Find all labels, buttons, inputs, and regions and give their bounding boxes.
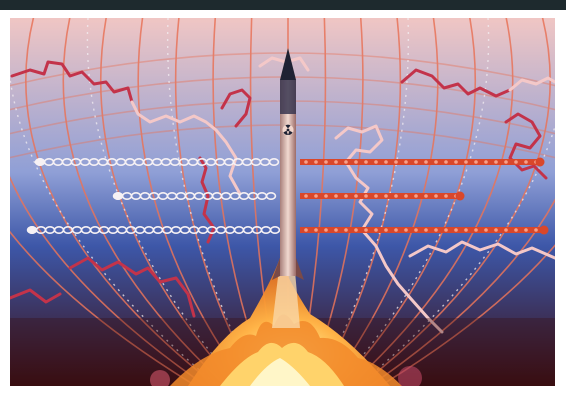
beam-bead [364,160,368,164]
continent-outlines [10,56,555,334]
beam-bead [374,194,378,198]
beam-bead [314,194,318,198]
dotted-meridian [317,18,410,386]
beam-bead [304,228,308,232]
beam-bead [364,228,368,232]
beam-bead [314,160,318,164]
dotted-meridians [10,18,555,386]
beam-bead [414,160,418,164]
beam-bead [324,228,328,232]
beam-bead [374,228,378,232]
beam-bead [344,228,348,232]
beam-bead [404,160,408,164]
beam-bead [494,160,498,164]
beam-bead [454,228,458,232]
meridian-line [337,18,477,386]
beam-bead [384,160,388,164]
chain-end [114,192,122,200]
illustration [10,18,555,386]
dotted-meridian [10,72,219,386]
beam-bead [394,160,398,164]
beam-tip [455,191,465,201]
meridian-line [378,243,555,386]
beam-bead [344,160,348,164]
meridian-line [348,18,514,386]
orbit-beam [300,159,540,165]
radiation-symbol-icon [282,124,294,136]
image-frame [0,10,566,394]
beam-bead [484,228,488,232]
beam-tip [539,225,549,235]
beam-bead [384,228,388,232]
beam-bead [534,228,538,232]
beam-bead [384,194,388,198]
beam-bead [494,228,498,232]
beam-bead [424,160,428,164]
beam-bead [464,228,468,232]
beam-bead [394,194,398,198]
meridian-line [10,230,198,386]
beam-bead [354,228,358,232]
beam-bead [404,194,408,198]
chain-end [28,226,36,234]
meridian-line [62,18,228,386]
beam-bead [424,228,428,232]
beam-bead [504,228,508,232]
beam-bead [324,194,328,198]
beam-bead [404,228,408,232]
missile [272,48,304,280]
beam-bead [444,194,448,198]
orbit-beam [300,227,544,233]
meridian-line [327,18,439,386]
beam-bead [354,194,358,198]
beam-bead [344,194,348,198]
beam-bead [434,194,438,198]
beam-bead [414,228,418,232]
meridian-line [99,18,239,386]
dotted-meridian [166,18,259,386]
beam-bead [324,160,328,164]
beam-bead [424,194,428,198]
beam-bead [444,228,448,232]
orbit-chains [26,157,549,235]
beam-bead [354,160,358,164]
chain-end [36,158,44,166]
orbit-beam [300,193,460,199]
chain-link [269,226,281,235]
beam-bead [314,228,318,232]
beam-bead [334,194,338,198]
beam-bead [374,160,378,164]
beam-bead [504,160,508,164]
beam-bead [524,228,528,232]
meridian-line [10,175,208,386]
beam-bead [444,160,448,164]
beam-bead [334,228,338,232]
exhaust-plume [150,198,422,386]
beam-bead [484,160,488,164]
beam-bead [414,194,418,198]
beam-bead [304,160,308,164]
top-bar [0,0,566,10]
beam-bead [514,160,518,164]
beam-bead [474,228,478,232]
beam-bead [514,228,518,232]
beam-bead [394,228,398,232]
chain-link [265,192,277,201]
beam-bead [304,194,308,198]
beam-bead [364,194,368,198]
beam-tip [535,157,545,167]
beam-bead [334,160,338,164]
dotted-meridian [357,123,555,386]
illustration-svg [10,18,555,386]
meridian-line [368,198,555,386]
beam-bead [434,228,438,232]
beam-bead [474,160,478,164]
beam-bead [434,160,438,164]
beam-bead [464,160,468,164]
chain-link [268,158,280,167]
beam-bead [524,160,528,164]
beam-bead [454,160,458,164]
